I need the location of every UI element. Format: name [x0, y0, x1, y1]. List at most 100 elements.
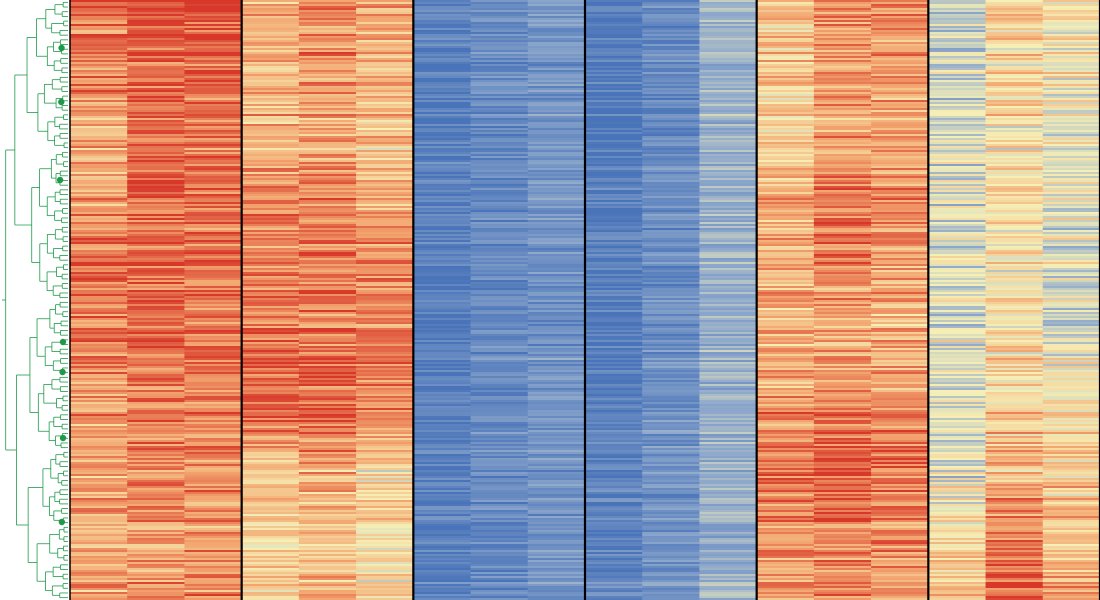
- heatmap-cell: [527, 330, 586, 333]
- heatmap-cell: [699, 154, 758, 157]
- heatmap-cell: [298, 134, 357, 137]
- heatmap-cell: [70, 308, 128, 311]
- heatmap-cell: [527, 268, 586, 271]
- heatmap-cell: [756, 572, 815, 575]
- heatmap-cell: [756, 412, 815, 415]
- heatmap-cell: [470, 176, 529, 179]
- heatmap-cell: [127, 446, 186, 449]
- heatmap-cell: [642, 140, 701, 143]
- heatmap-cell: [413, 534, 472, 537]
- heatmap-cell: [470, 262, 529, 265]
- heatmap-cell: [756, 352, 815, 355]
- heatmap-cell: [527, 530, 586, 533]
- heatmap-cell: [871, 332, 929, 335]
- heatmap-cell: [298, 514, 357, 517]
- heatmap-cell: [184, 420, 243, 423]
- heatmap-cell: [585, 352, 643, 355]
- heatmap-cell: [813, 546, 872, 549]
- heatmap-cell: [871, 206, 929, 209]
- heatmap-cell: [699, 532, 758, 535]
- heatmap-cell: [413, 142, 472, 145]
- heatmap-cell: [184, 304, 243, 307]
- heatmap-cell: [813, 326, 872, 329]
- heatmap-cell: [413, 90, 472, 93]
- heatmap-cell: [642, 264, 701, 267]
- heatmap-cell: [184, 160, 243, 163]
- heatmap-cell: [527, 4, 586, 7]
- heatmap-cell: [356, 496, 414, 499]
- heatmap-cell: [642, 426, 701, 429]
- heatmap-cell: [241, 450, 300, 453]
- heatmap-cell: [356, 14, 414, 17]
- heatmap-cell: [127, 122, 186, 125]
- heatmap-cell: [642, 554, 701, 557]
- heatmap-cell: [642, 48, 701, 51]
- heatmap-cell: [356, 176, 414, 179]
- heatmap-cell: [298, 376, 357, 379]
- heatmap-cell: [813, 56, 872, 59]
- heatmap-cell: [241, 316, 300, 319]
- heatmap-cell: [813, 594, 872, 597]
- heatmap-cell: [871, 98, 929, 101]
- heatmap-cell: [699, 510, 758, 513]
- heatmap-cell: [871, 104, 929, 107]
- heatmap-cell: [127, 476, 186, 479]
- heatmap-cell: [70, 36, 128, 39]
- heatmap-cell: [184, 534, 243, 537]
- heatmap-cell: [813, 552, 872, 555]
- heatmap-cell: [356, 490, 414, 493]
- heatmap-cell: [642, 138, 701, 141]
- heatmap-cell: [127, 148, 186, 151]
- heatmap-cell: [298, 460, 357, 463]
- heatmap-cell: [871, 306, 929, 309]
- heatmap-cell: [298, 476, 357, 479]
- heatmap-cell: [356, 360, 414, 363]
- heatmap-cell: [928, 200, 987, 203]
- heatmap-cell: [871, 494, 929, 497]
- heatmap-cell: [70, 550, 128, 553]
- heatmap-cell: [813, 42, 872, 45]
- heatmap-cell: [356, 270, 414, 273]
- heatmap-cell: [298, 566, 357, 569]
- heatmap-cell: [699, 26, 758, 29]
- heatmap-cell: [642, 390, 701, 393]
- heatmap-cell: [699, 388, 758, 391]
- heatmap-cell: [127, 102, 186, 105]
- heatmap-cell: [298, 590, 357, 593]
- heatmap-cell: [756, 120, 815, 123]
- heatmap-cell: [585, 406, 643, 409]
- heatmap-cell: [470, 596, 529, 599]
- heatmap-cell: [756, 432, 815, 435]
- heatmap-cell: [298, 254, 357, 257]
- heatmap-cell: [527, 440, 586, 443]
- heatmap-cell: [470, 356, 529, 359]
- heatmap-cell: [470, 178, 529, 181]
- heatmap-cell: [70, 380, 128, 383]
- heatmap-cell: [356, 420, 414, 423]
- heatmap-cell: [298, 48, 357, 51]
- heatmap-cell: [127, 494, 186, 497]
- heatmap-cell: [356, 146, 414, 149]
- heatmap-cell: [699, 76, 758, 79]
- heatmap-cell: [127, 188, 186, 191]
- heatmap-cell: [871, 534, 929, 537]
- heatmap-cell: [813, 124, 872, 127]
- heatmap-cell: [699, 0, 758, 3]
- heatmap-cell: [413, 348, 472, 351]
- heatmap-cell: [298, 406, 357, 409]
- heatmap-cell: [70, 408, 128, 411]
- heatmap-cell: [527, 338, 586, 341]
- heatmap-cell: [699, 20, 758, 23]
- heatmap-cell: [813, 526, 872, 529]
- heatmap-cell: [813, 176, 872, 179]
- heatmap-cell: [928, 210, 987, 213]
- heatmap-cell: [871, 528, 929, 531]
- heatmap-cell: [928, 44, 987, 47]
- heatmap-cell: [871, 598, 929, 600]
- heatmap-cell: [527, 526, 586, 529]
- heatmap-cell: [527, 258, 586, 261]
- heatmap-cell: [756, 534, 815, 537]
- heatmap-cell: [356, 400, 414, 403]
- heatmap-cell: [871, 414, 929, 417]
- heatmap-cell: [756, 574, 815, 577]
